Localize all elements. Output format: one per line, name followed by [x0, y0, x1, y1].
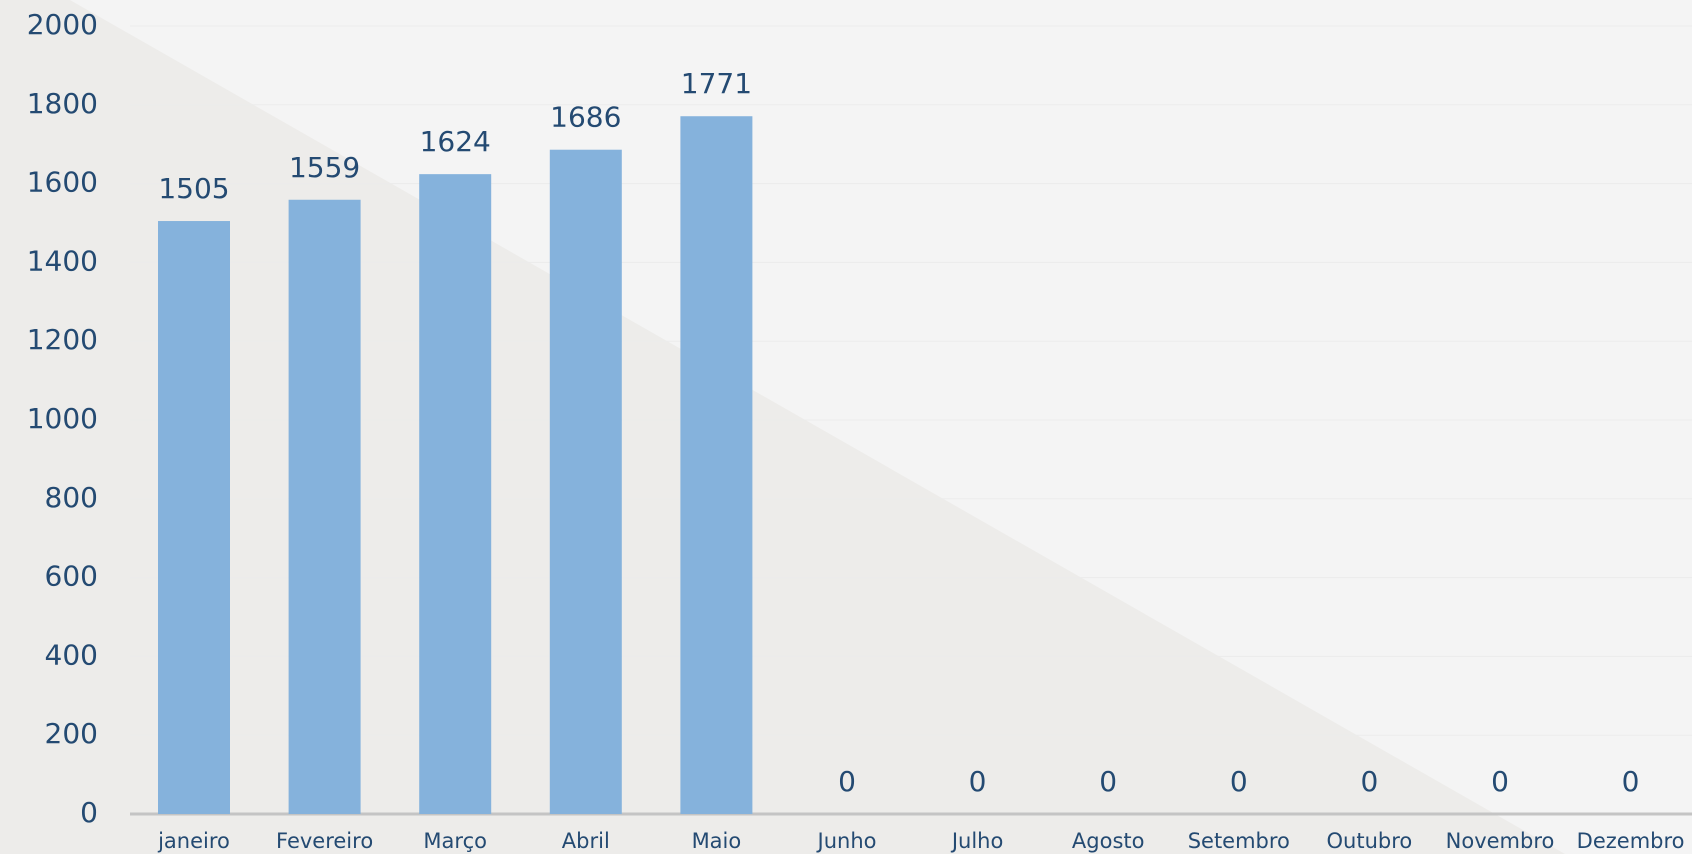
value-label: 0 — [1491, 765, 1509, 798]
x-tick-label: Junho — [816, 829, 877, 853]
y-tick-label: 0 — [80, 796, 98, 829]
x-tick-label: Julho — [950, 829, 1004, 853]
value-label: 0 — [1230, 765, 1248, 798]
y-tick-label: 1400 — [27, 244, 98, 277]
y-tick-label: 600 — [45, 560, 98, 593]
y-tick-label: 400 — [45, 638, 98, 671]
x-tick-label: Fevereiro — [276, 829, 373, 853]
bar — [549, 149, 622, 814]
y-tick-label: 800 — [45, 481, 98, 514]
value-label: 0 — [1099, 765, 1117, 798]
value-label: 0 — [969, 765, 987, 798]
value-label: 0 — [838, 765, 856, 798]
background-shade — [0, 0, 1565, 854]
x-tick-label: Novembro — [1446, 829, 1555, 853]
value-label: 1559 — [289, 151, 360, 184]
y-tick-label: 2000 — [27, 8, 98, 41]
y-tick-label: 1600 — [27, 166, 98, 199]
bar — [288, 199, 361, 814]
y-tick-label: 200 — [45, 717, 98, 750]
bar — [158, 221, 230, 814]
x-tick-label: Outubro — [1327, 829, 1413, 853]
x-tick-label: Maio — [692, 829, 742, 853]
x-tick-label: Agosto — [1072, 829, 1145, 853]
bar — [680, 116, 753, 814]
x-tick-label: Dezembro — [1577, 829, 1685, 853]
value-label: 1624 — [420, 125, 491, 158]
x-tick-label: Março — [423, 829, 487, 853]
value-label: 1686 — [550, 101, 621, 134]
y-tick-label: 1800 — [27, 87, 98, 120]
value-label: 1505 — [158, 172, 229, 205]
value-label: 0 — [1360, 765, 1378, 798]
x-tick-label: Setembro — [1188, 829, 1290, 853]
y-tick-label: 1200 — [27, 323, 98, 356]
value-label: 0 — [1622, 765, 1640, 798]
bar — [419, 174, 492, 815]
x-tick-label: Abril — [562, 829, 610, 853]
y-tick-label: 1000 — [27, 402, 98, 435]
x-tick-label: janeiro — [157, 829, 230, 853]
value-label: 1771 — [681, 67, 752, 100]
